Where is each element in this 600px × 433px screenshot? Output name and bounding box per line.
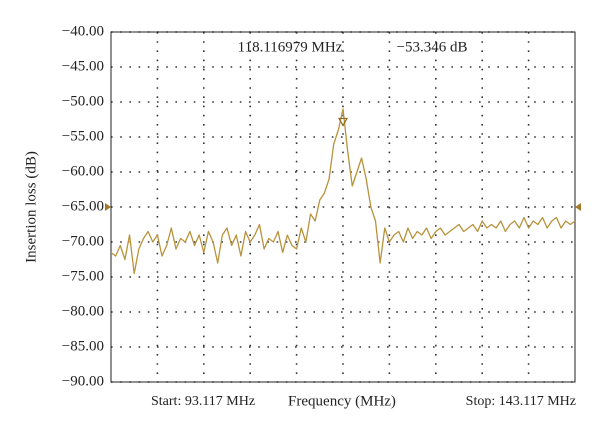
- y-tick-label: −55.00: [62, 128, 104, 144]
- y-tick-label: −45.00: [62, 58, 104, 74]
- y-tick-label: −85.00: [62, 338, 104, 354]
- ref-marker-left: [105, 203, 111, 211]
- y-tick-label: −90.00: [62, 373, 104, 389]
- trace-line: [110, 108, 576, 275]
- ref-marker-right: [575, 203, 581, 211]
- peak-marker: [337, 117, 349, 127]
- y-tick-label: −50.00: [62, 93, 104, 109]
- x-axis-label: Frequency (MHz): [288, 393, 396, 409]
- y-tick-label: −80.00: [62, 303, 104, 319]
- stop-label: Stop: 143.117 MHz: [466, 394, 576, 409]
- y-tick-label: −40.00: [62, 23, 104, 39]
- y-tick-label: −75.00: [62, 268, 104, 284]
- marker-x-label: 118.116979 MHz: [238, 39, 343, 55]
- y-tick-label: −65.00: [62, 198, 104, 214]
- marker-y-label: −53.346 dB: [397, 39, 468, 55]
- y-tick-label: −60.00: [62, 163, 104, 179]
- y-tick-label: −70.00: [62, 233, 104, 249]
- start-label: Start: 93.117 MHz: [151, 394, 255, 409]
- y-axis-label: Insertion loss (dB): [23, 151, 39, 263]
